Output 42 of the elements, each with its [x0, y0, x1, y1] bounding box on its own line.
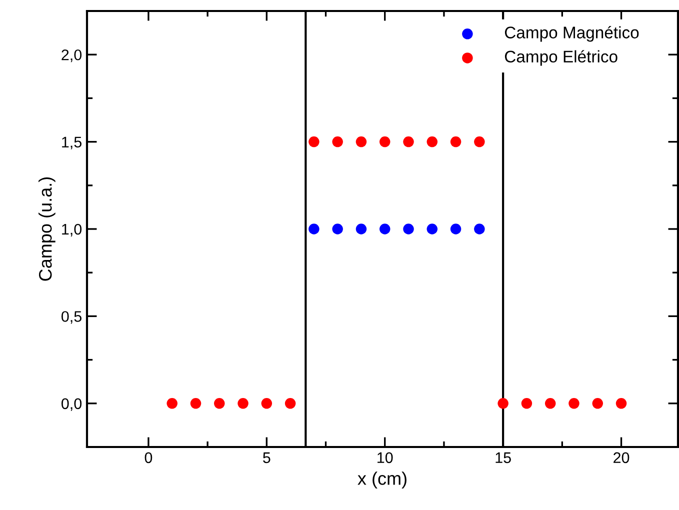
point: [214, 398, 225, 409]
point: [450, 224, 462, 234]
point: [403, 224, 414, 234]
legend-label: Campo Magnético: [504, 26, 639, 42]
x-tick-label: 20: [614, 452, 630, 464]
point: [426, 136, 438, 148]
legend-label: Campo Elétrico: [504, 50, 618, 66]
point: [308, 136, 320, 148]
point: [426, 224, 438, 234]
point: [521, 398, 532, 409]
point: [379, 224, 390, 234]
point: [450, 136, 462, 148]
y-tick-label: 2,0: [62, 49, 82, 62]
x-tick-label: 10: [378, 452, 393, 464]
y-tick-label: 0,0: [62, 398, 82, 411]
point: [616, 398, 627, 409]
point: [474, 224, 485, 234]
point: [498, 398, 508, 409]
point: [592, 398, 604, 409]
point: [238, 398, 248, 409]
point: [284, 398, 296, 409]
y-tick-label: 1,5: [62, 136, 82, 150]
point: [544, 398, 556, 409]
point: [261, 398, 272, 409]
point: [190, 398, 202, 409]
x-tick-label: 15: [496, 452, 511, 464]
point: [332, 136, 343, 148]
x-tick-label: 5: [263, 452, 270, 464]
point: [474, 136, 485, 148]
point: [166, 398, 178, 409]
point: [308, 224, 320, 234]
x-tick-label: 0: [144, 452, 152, 464]
point: [356, 224, 367, 234]
point: [568, 398, 580, 409]
point: [379, 136, 390, 148]
point: [332, 224, 343, 234]
x-axis-title: x (cm): [358, 472, 406, 488]
y-tick-label: 1,0: [62, 224, 82, 236]
point: [356, 136, 367, 148]
point: [403, 136, 414, 148]
y-axis-title: Campo (u.a.): [38, 177, 56, 281]
y-tick-label: 0,5: [62, 311, 82, 324]
